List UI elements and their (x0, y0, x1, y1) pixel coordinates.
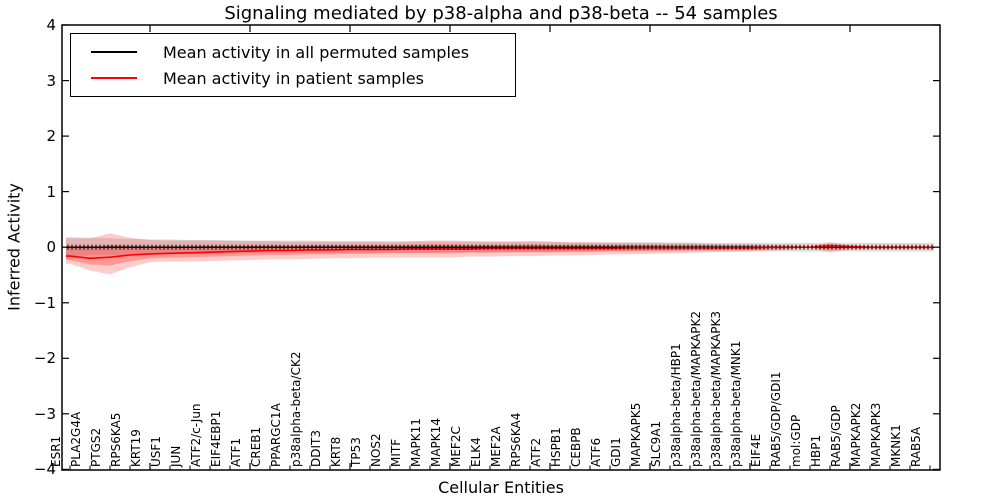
x-category-label: MEF2C (449, 426, 463, 467)
x-category-label: ATF6 (589, 437, 603, 467)
chart-title: Signaling mediated by p38-alpha and p38-… (224, 3, 778, 24)
x-category-label: NOS2 (369, 433, 383, 467)
x-category-label: RAB5/GDP (829, 405, 843, 467)
y-tick-label: 4 (46, 16, 56, 34)
x-category-label: PPARGC1A (269, 403, 283, 467)
x-category-label: KRT8 (329, 436, 343, 467)
x-category-label: MEF2A (489, 426, 503, 467)
x-category-label: EIF4EBP1 (209, 410, 223, 467)
y-tick-label: 0 (46, 238, 56, 257)
legend-line-black (91, 51, 137, 53)
x-category-label: MAPK14 (429, 418, 443, 467)
x-category-label: p38alpha-beta/HBP1 (669, 343, 683, 467)
x-category-label: ATF2 (529, 437, 543, 467)
x-category-label: PTGS2 (89, 427, 103, 467)
x-category-label: CEBPB (569, 427, 583, 467)
legend-item-permuted: Mean activity in all permuted samples (71, 39, 515, 65)
x-category-label: p38alpha-beta/CK2 (289, 351, 303, 467)
x-category-label: CREB1 (249, 426, 263, 467)
x-category-label: MAPKAPK5 (629, 402, 643, 467)
x-category-label: SLC9A1 (649, 420, 663, 467)
y-tick-label: 2 (46, 127, 56, 146)
x-category-label: MKNK1 (889, 424, 903, 467)
y-tick-label: −2 (33, 349, 56, 368)
x-category-label: MITF (389, 438, 403, 467)
x-category-label: PLA2G4A (69, 411, 83, 467)
x-category-label: RPS6KA5 (109, 412, 123, 467)
x-category-label: MAPK11 (409, 418, 423, 467)
x-axis-label: Cellular Entities (438, 478, 564, 497)
x-category-label: MAPKAPK3 (869, 402, 883, 467)
x-category-label: HSPB1 (549, 427, 563, 467)
x-category-label: p38alpha-beta/MAPKAPK2 (689, 311, 703, 467)
legend: Mean activity in all permuted samples Me… (70, 33, 516, 97)
y-tick-label: −4 (33, 460, 56, 479)
x-category-label: TP53 (349, 437, 363, 467)
x-category-label: RAB5/GDP/GDI1 (769, 371, 783, 467)
x-category-label: RAB5A (909, 426, 923, 467)
x-category-label: USF1 (149, 436, 163, 467)
legend-line-red (91, 77, 137, 79)
x-category-label: MAPKAPK2 (849, 402, 863, 467)
x-category-label: mol:GDP (789, 414, 803, 467)
x-category-label: ELK4 (469, 437, 483, 467)
band-patient-sample-range-outer (66, 233, 934, 275)
x-category-label: ATF2/c-Jun (189, 403, 203, 467)
x-category-label: KRT19 (129, 429, 143, 467)
legend-label: Mean activity in patient samples (163, 68, 424, 88)
x-category-label: p38alpha-beta/MAPKAPK3 (709, 311, 723, 467)
y-tick-label: 1 (46, 182, 56, 201)
x-category-label: HBP1 (809, 434, 823, 467)
y-tick-label: −1 (33, 293, 56, 312)
x-category-label: RPS6KA4 (509, 412, 523, 467)
x-category-label: ATF1 (229, 437, 243, 467)
legend-label: Mean activity in all permuted samples (163, 42, 470, 62)
x-category-label: DDIT3 (309, 430, 323, 467)
band-patient-sample-range-inner (66, 243, 934, 266)
x-category-label: GDI1 (609, 437, 623, 467)
y-tick-label: −3 (33, 404, 56, 423)
legend-item-patient: Mean activity in patient samples (71, 65, 515, 91)
y-tick-label: 3 (46, 71, 56, 90)
x-category-label: EIF4E (749, 433, 763, 467)
x-category-label: JUN (169, 445, 183, 467)
x-category-label: ESR1 (49, 435, 63, 467)
x-category-label: p38alpha-beta/MNK1 (729, 340, 743, 467)
